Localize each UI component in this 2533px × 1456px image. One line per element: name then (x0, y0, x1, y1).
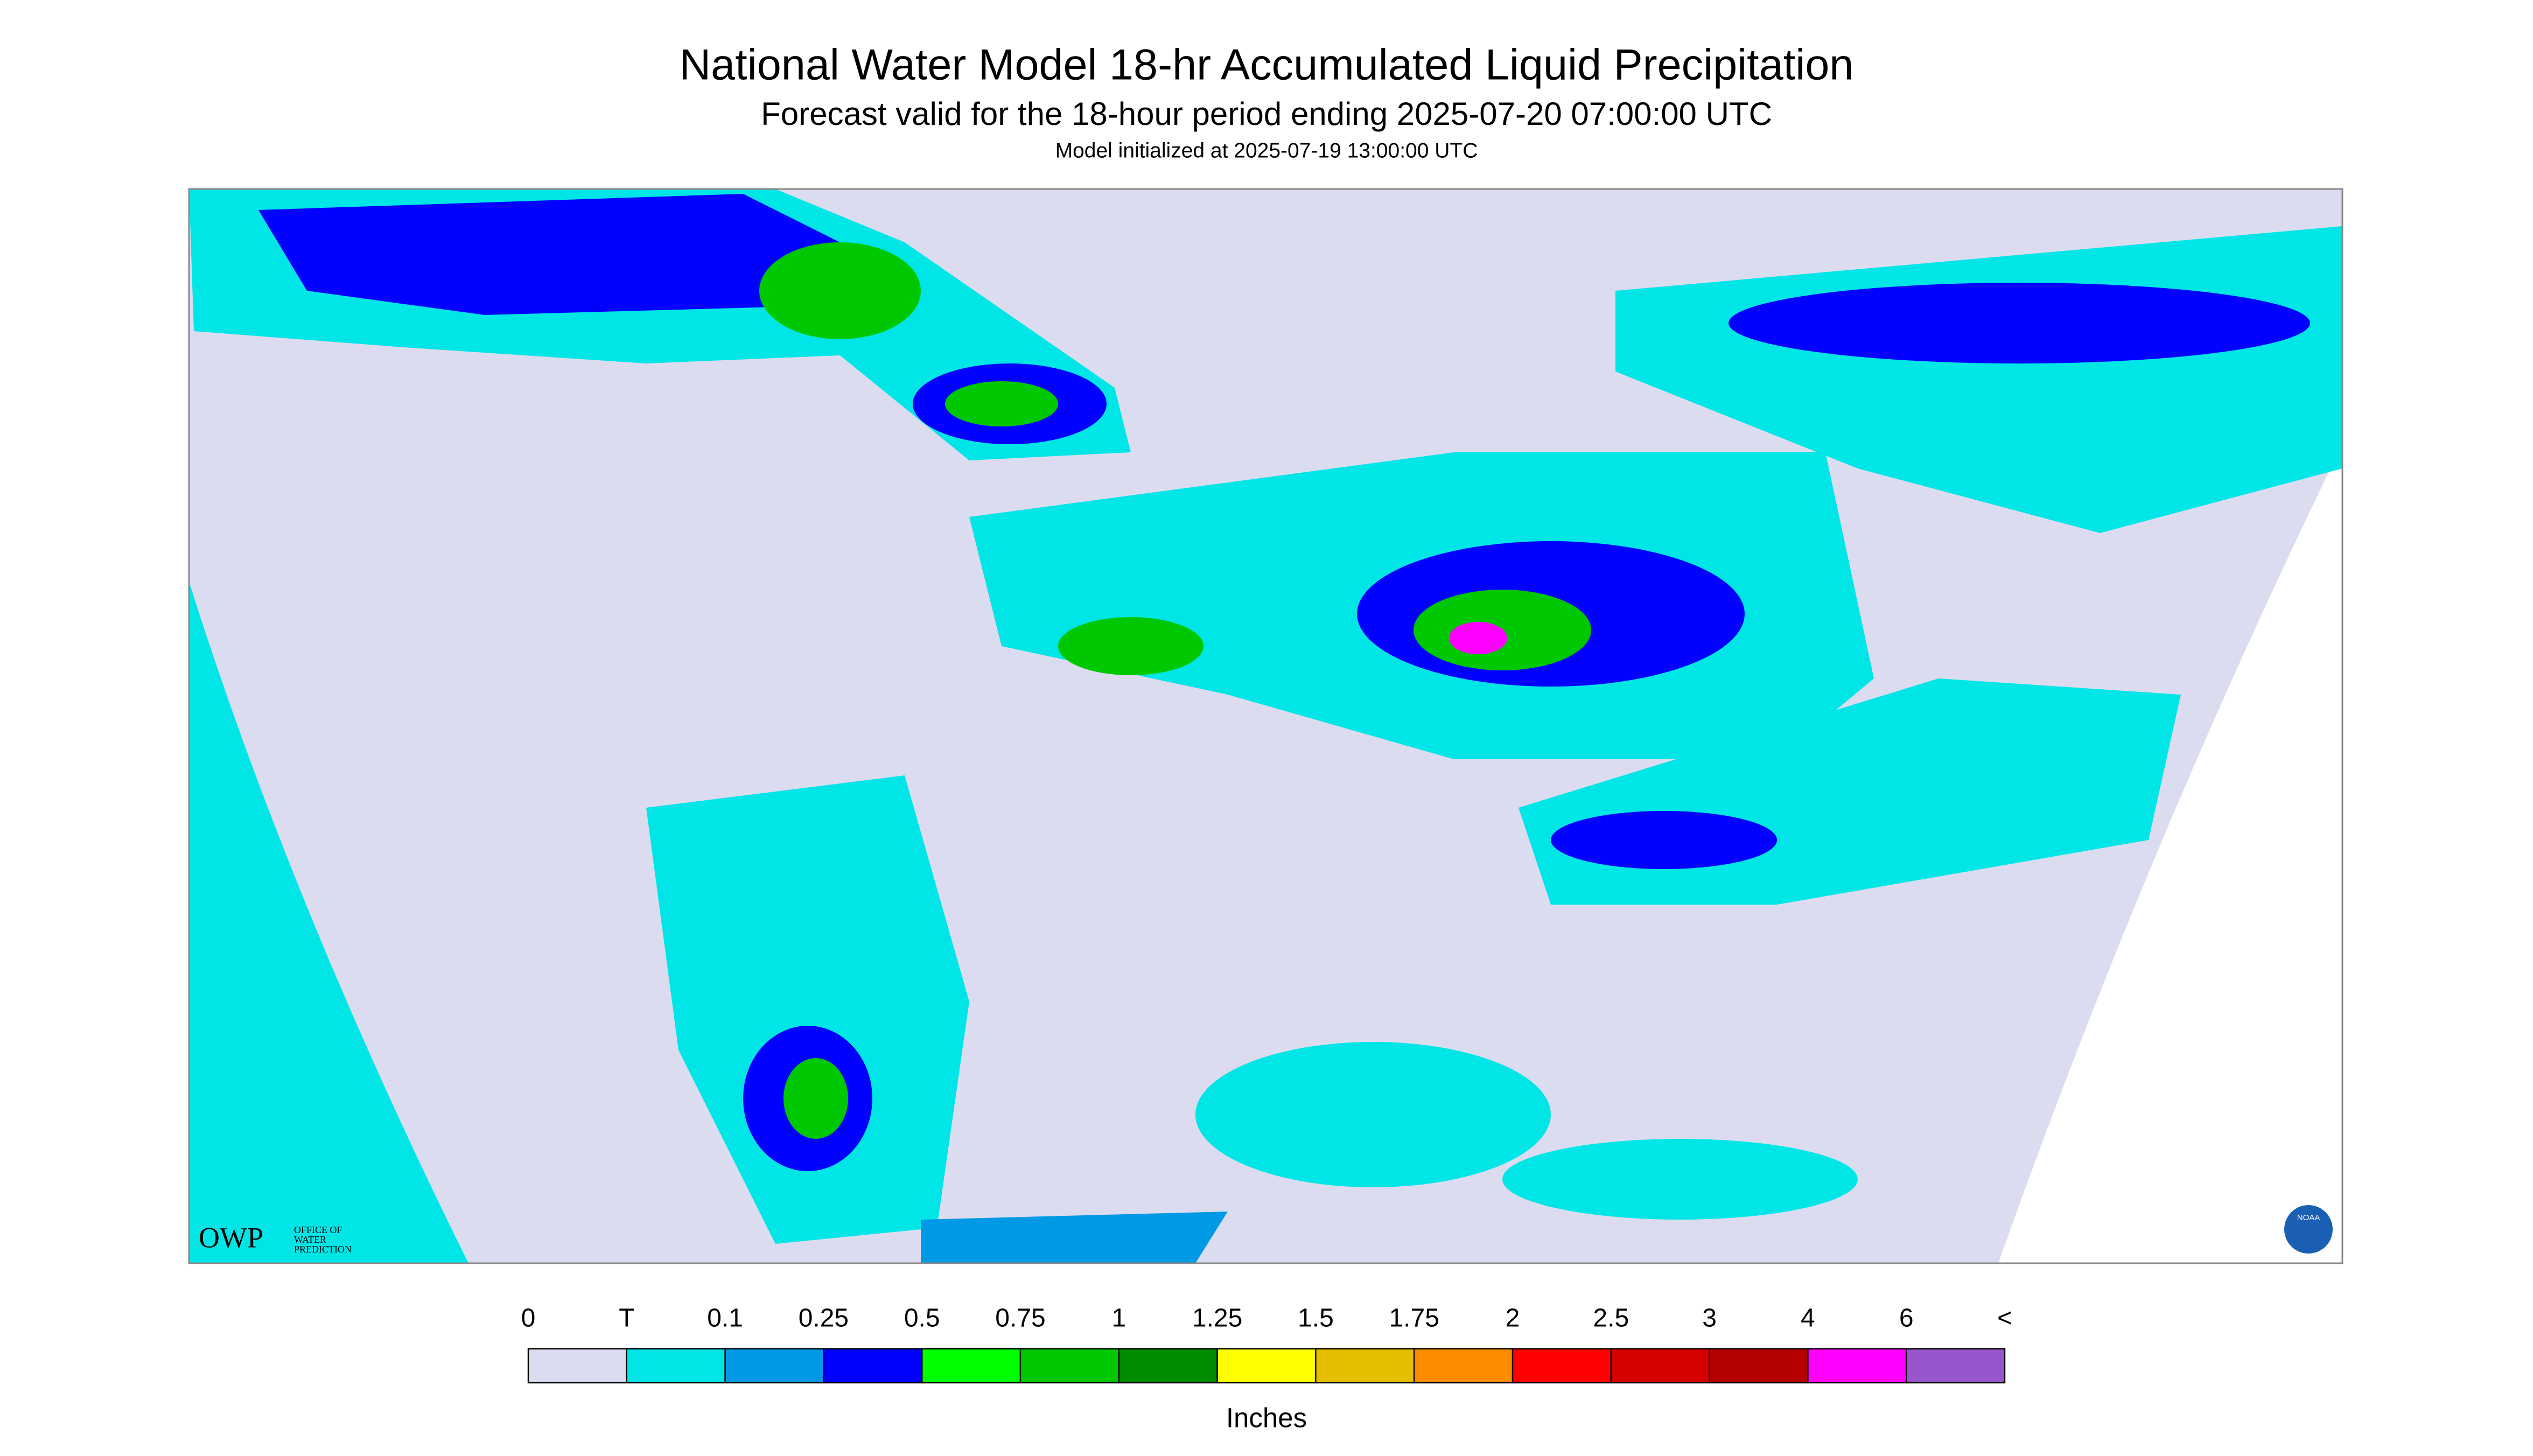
precip-area (945, 381, 1058, 427)
owp-logo-text: OFFICE OF (294, 1224, 342, 1235)
legend-swatch (527, 1348, 628, 1384)
legend-units: Inches (1226, 1402, 1307, 1433)
legend-swatch (921, 1348, 1021, 1384)
title: National Water Model 18-hr Accumulated L… (680, 40, 1854, 89)
precip-area (258, 194, 840, 316)
precip-area (1729, 283, 2310, 364)
legend-label: 0.75 (995, 1304, 1045, 1333)
legend-label: 1 (1111, 1304, 1126, 1333)
precip-area (1551, 811, 1777, 870)
legend-swatch (1216, 1348, 1317, 1384)
legend-label: 1.5 (1298, 1304, 1334, 1333)
legend-label: 1.75 (1389, 1304, 1439, 1333)
owp-logo-text: PREDICTION (294, 1244, 352, 1255)
precip-areas (189, 189, 2342, 1264)
init-note: Model initialized at 2025-07-19 13:00:00… (1055, 139, 1478, 162)
legend-label: 4 (1801, 1304, 1815, 1333)
legend-label: 6 (1899, 1304, 1914, 1333)
legend-label: < (1997, 1304, 2012, 1333)
legend-swatch (1709, 1348, 1809, 1384)
legend-swatch (1610, 1348, 1710, 1384)
legend-label: 0.25 (799, 1304, 849, 1333)
legend-label: 2.5 (1593, 1304, 1629, 1333)
precip-area (759, 242, 921, 340)
legend-label: 0.1 (707, 1304, 743, 1333)
map-frame (188, 188, 2343, 1264)
legend-swatch (1807, 1348, 1907, 1384)
legend-swatch (1118, 1348, 1218, 1384)
legend-label: 1.25 (1192, 1304, 1242, 1333)
legend-swatch (1905, 1348, 2006, 1384)
legend-swatch (1512, 1348, 1612, 1384)
precip-area (1502, 1139, 1858, 1220)
legend-label: 2 (1506, 1304, 1520, 1333)
precip-area (1058, 617, 1203, 676)
legend: 0 T 0.1 0.25 0.5 0.75 1 1.25 1.5 1.75 2 2.5 3 4 6 < (521, 1304, 2012, 1384)
legend-swatch (626, 1348, 726, 1384)
precip-area (646, 775, 969, 1244)
owp-logo-text: WATER (294, 1234, 326, 1245)
legend-label: T (619, 1304, 634, 1333)
precip-area (921, 1212, 1228, 1264)
legend-swatch (724, 1348, 824, 1384)
map-panel: OWP OFFICE OF WATER PREDICTION NOAA (188, 188, 2343, 1264)
legend-label: 0.5 (904, 1304, 940, 1333)
noaa-logo-text: NOAA (2297, 1213, 2320, 1222)
legend-swatch (1019, 1348, 1120, 1384)
precip-area (783, 1058, 848, 1139)
subtitle: Forecast valid for the 18-hour period en… (761, 96, 1772, 132)
owp-logo: OWP (199, 1221, 263, 1254)
legend-label: 3 (1702, 1304, 1717, 1333)
legend-swatch (823, 1348, 923, 1384)
legend-label: 0 (521, 1304, 536, 1333)
precip-area (189, 582, 468, 1264)
precip-area (1195, 1042, 1551, 1188)
noaa-logo (2284, 1205, 2333, 1254)
legend-swatch (1315, 1348, 1415, 1384)
precip-area (1449, 622, 1507, 655)
legend-swatch (1414, 1348, 1514, 1384)
